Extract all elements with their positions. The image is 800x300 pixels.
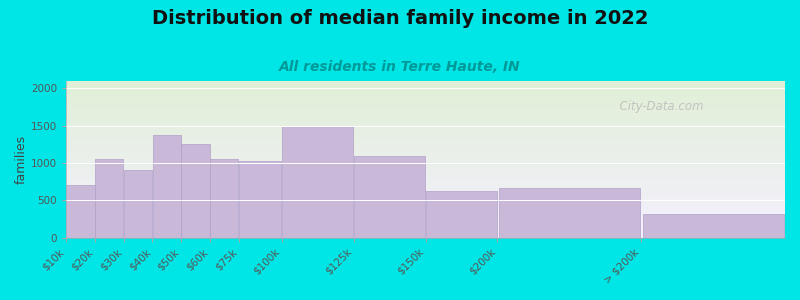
Bar: [642, 214, 783, 238]
Text: All residents in Terre Haute, IN: All residents in Terre Haute, IN: [279, 60, 521, 74]
Bar: [210, 159, 238, 238]
Bar: [124, 170, 152, 238]
Text: Distribution of median family income in 2022: Distribution of median family income in …: [152, 9, 648, 28]
Bar: [182, 144, 210, 238]
Bar: [426, 191, 497, 238]
Text: City-Data.com: City-Data.com: [613, 100, 704, 113]
Bar: [499, 188, 640, 238]
Bar: [239, 161, 282, 238]
Bar: [354, 155, 425, 238]
Bar: [95, 159, 123, 238]
Bar: [66, 185, 94, 238]
Y-axis label: families: families: [15, 135, 28, 184]
Bar: [282, 126, 353, 238]
Bar: [153, 135, 181, 238]
